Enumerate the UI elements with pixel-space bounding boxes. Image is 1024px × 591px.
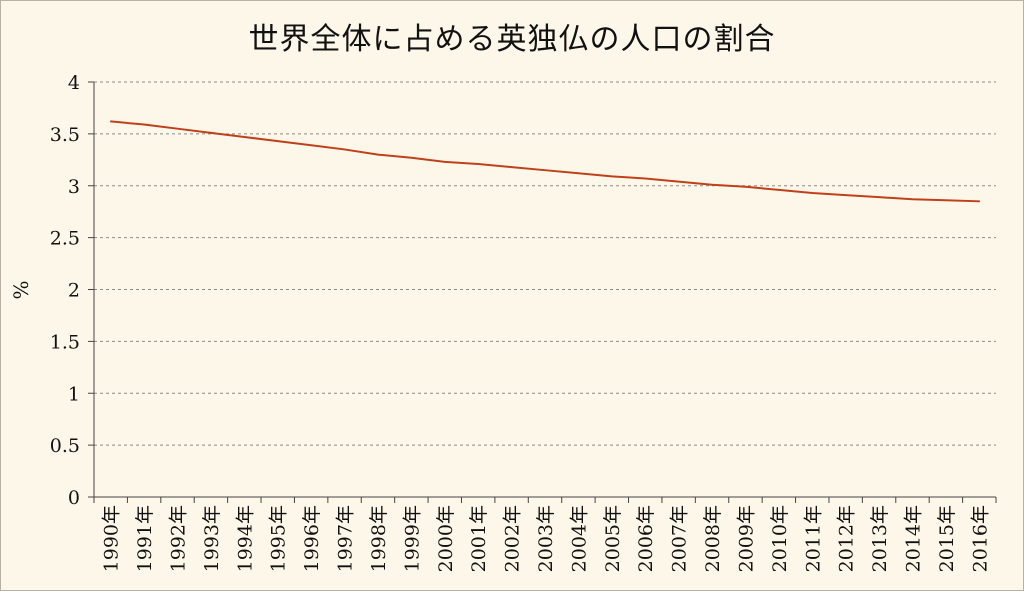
data-point [109, 120, 112, 123]
x-tick-labels: 1990年 1991年 1992年 1993年 1994年 1995年 1996年 1997年… [101, 505, 992, 572]
chart-title: 世界全体に占める英独仏の人口の割合 [248, 22, 776, 57]
x-tick-label: 1991年 [134, 505, 156, 572]
x-tick-label: 1999年 [401, 505, 423, 572]
data-point [811, 192, 814, 194]
y-tick-label: 3.5 [50, 124, 80, 146]
x-tick-label: 2010年 [769, 505, 791, 572]
x-tick-label: 2002年 [502, 505, 524, 572]
x-tick-label: 1995年 [268, 505, 290, 572]
x-tick-label: 1997年 [335, 505, 357, 572]
data-point [210, 132, 212, 134]
y-tick-labels: 0 0.5 1 1.5 2 2.5 3 3.5 4 [50, 72, 80, 509]
data-point [844, 194, 847, 196]
data-point [911, 198, 914, 201]
x-tick-label: 2015年 [936, 505, 958, 572]
data-point [577, 172, 580, 175]
data-point [310, 144, 312, 147]
data-point [410, 156, 413, 159]
data-point [143, 123, 145, 126]
data-point [677, 180, 680, 183]
x-tick-label: 2007年 [669, 505, 691, 572]
data-point [978, 200, 981, 203]
y-tick-label: 2 [68, 280, 80, 302]
y-tick-label: 4 [68, 72, 80, 94]
data-point [711, 183, 713, 186]
y-tick-label: 2.5 [50, 228, 80, 250]
x-tick-label: 2003年 [535, 505, 557, 572]
x-tick-label: 1992年 [168, 505, 190, 572]
x-tick-label: 2001年 [468, 505, 490, 572]
data-point [176, 127, 179, 130]
x-tick-label: 2005年 [602, 505, 624, 572]
x-tick-label: 2000年 [435, 505, 457, 572]
y-tick-label: 0.5 [50, 435, 80, 457]
x-tick-label: 2013年 [869, 505, 891, 572]
x-tick-label: 1994年 [234, 505, 256, 572]
x-tick-label: 2012年 [836, 505, 858, 572]
data-point [744, 185, 747, 188]
data-point [377, 153, 379, 156]
data-point [945, 199, 947, 202]
data-point [878, 196, 880, 198]
y-tick-label: 3 [68, 176, 80, 198]
x-tick-label: 1993年 [201, 505, 223, 572]
data-point [544, 169, 546, 171]
series-lines [109, 120, 981, 203]
x-tick-label: 2008年 [702, 505, 724, 572]
x-tick-label: 2009年 [735, 505, 757, 572]
data-point [477, 163, 479, 165]
data-point [778, 189, 780, 191]
axes [88, 81, 997, 503]
y-tick-label: 1 [68, 383, 80, 405]
x-tick-label: 1990年 [101, 505, 123, 572]
x-tick-label: 1996年 [301, 505, 323, 572]
gridlines [94, 81, 996, 446]
x-tick-label: 2006年 [635, 505, 657, 572]
x-tick-label: 1998年 [368, 505, 390, 572]
data-point [443, 161, 446, 163]
data-point [644, 177, 647, 180]
data-point [276, 140, 279, 142]
x-tick-label: 2004年 [568, 505, 590, 572]
x-tick-label: 2016年 [969, 505, 991, 572]
y-tick-label: 1.5 [50, 331, 80, 353]
x-tick-label: 2014年 [902, 505, 924, 572]
data-point [510, 166, 513, 168]
data-point [611, 175, 613, 178]
x-tick-label: 2011年 [802, 505, 824, 572]
data-point [243, 136, 246, 138]
data-point [343, 148, 346, 151]
y-tick-label: 0 [68, 487, 80, 509]
